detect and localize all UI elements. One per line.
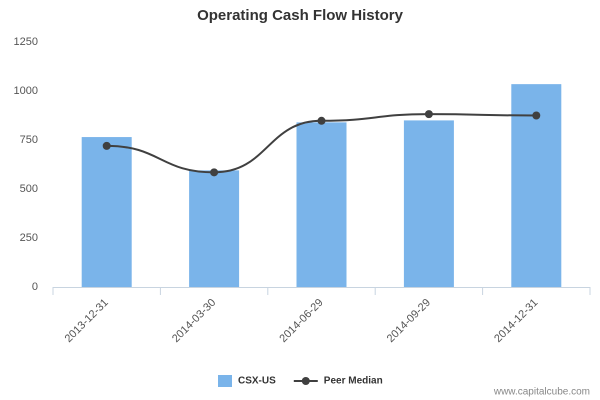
bar <box>81 137 132 287</box>
line-marker <box>532 111 541 120</box>
y-tick-label: 500 <box>20 183 38 195</box>
bar <box>403 120 454 288</box>
legend-swatch <box>301 377 310 385</box>
x-tick-label: 2013-12-31 <box>63 297 111 345</box>
bar <box>189 170 240 287</box>
chart-title: Operating Cash Flow History <box>197 7 404 24</box>
line-marker <box>424 110 433 119</box>
y-tick-label: 1250 <box>14 36 38 48</box>
line-marker <box>210 168 219 177</box>
line-marker <box>317 116 326 125</box>
x-tick-label: 2014-09-29 <box>385 297 433 345</box>
y-tick-label: 250 <box>20 232 38 244</box>
x-tick-label: 2014-12-31 <box>492 297 540 345</box>
x-tick-label: 2014-06-29 <box>277 297 325 345</box>
line <box>106 113 537 174</box>
y-tick-label: 1000 <box>14 85 38 97</box>
x-tick-label: 2014-03-30 <box>170 297 218 345</box>
legend-label: CSX-US <box>238 376 276 387</box>
legend-label: Peer Median <box>324 376 383 387</box>
y-tick-label: 750 <box>20 134 38 146</box>
watermark: www.capitalcube.com <box>493 387 590 398</box>
bar <box>296 122 347 287</box>
legend-swatch <box>218 375 232 387</box>
y-tick-label: 0 <box>32 281 38 293</box>
line-marker <box>102 141 111 150</box>
